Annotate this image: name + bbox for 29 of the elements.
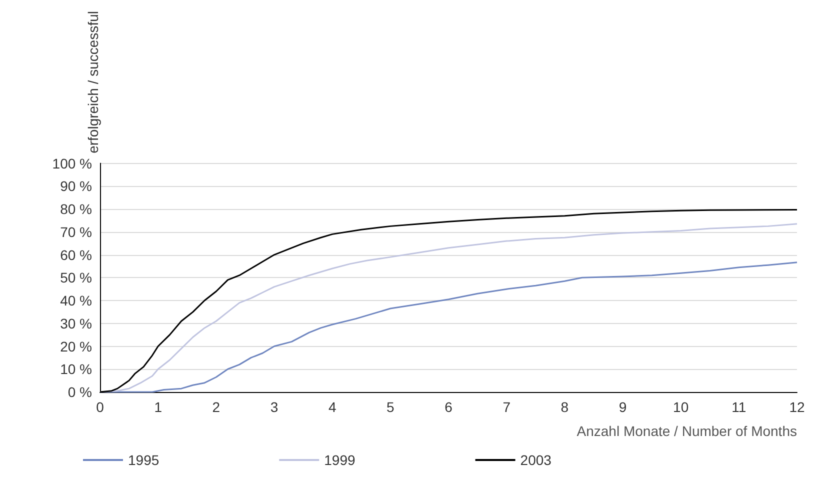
y-tick-label: 10 %	[60, 361, 92, 378]
legend-label: 1999	[324, 452, 356, 468]
x-tick-label: 0	[96, 399, 104, 415]
legend-label: 1995	[128, 452, 160, 468]
x-tick-label: 2	[212, 399, 220, 415]
legend-label: 2003	[520, 452, 552, 468]
x-tick-label: 7	[502, 399, 511, 415]
x-tick-label: 12	[789, 399, 805, 415]
x-tick-label: 10	[673, 399, 689, 415]
x-tick-label: 5	[386, 399, 395, 415]
x-tick-label: 9	[618, 399, 627, 415]
x-tick-label: 8	[560, 399, 569, 415]
y-tick-label: 30 %	[60, 315, 92, 332]
y-tick-label: 0 %	[68, 384, 92, 400]
y-tick-label: 20 %	[60, 338, 92, 354]
x-tick-label: 4	[328, 399, 336, 415]
y-tick-label: 60 %	[60, 246, 92, 263]
y-tick-label: 70 %	[60, 224, 92, 240]
x-tick-label: 3	[270, 399, 278, 415]
y-tick-label: 50 %	[60, 270, 92, 286]
x-tick-label: 6	[444, 399, 453, 415]
y-axis-title: erfolgreich / successful	[85, 11, 101, 154]
y-tick-label: 100 %	[52, 155, 92, 172]
y-tick-label: 80 %	[60, 201, 92, 218]
x-tick-label: 11	[732, 399, 746, 415]
x-tick-label: 1	[154, 399, 162, 415]
y-tick-label: 40 %	[60, 292, 92, 309]
y-tick-label: 90 %	[60, 178, 92, 194]
x-axis-title: Anzahl Monate / Number of Months	[576, 423, 797, 439]
